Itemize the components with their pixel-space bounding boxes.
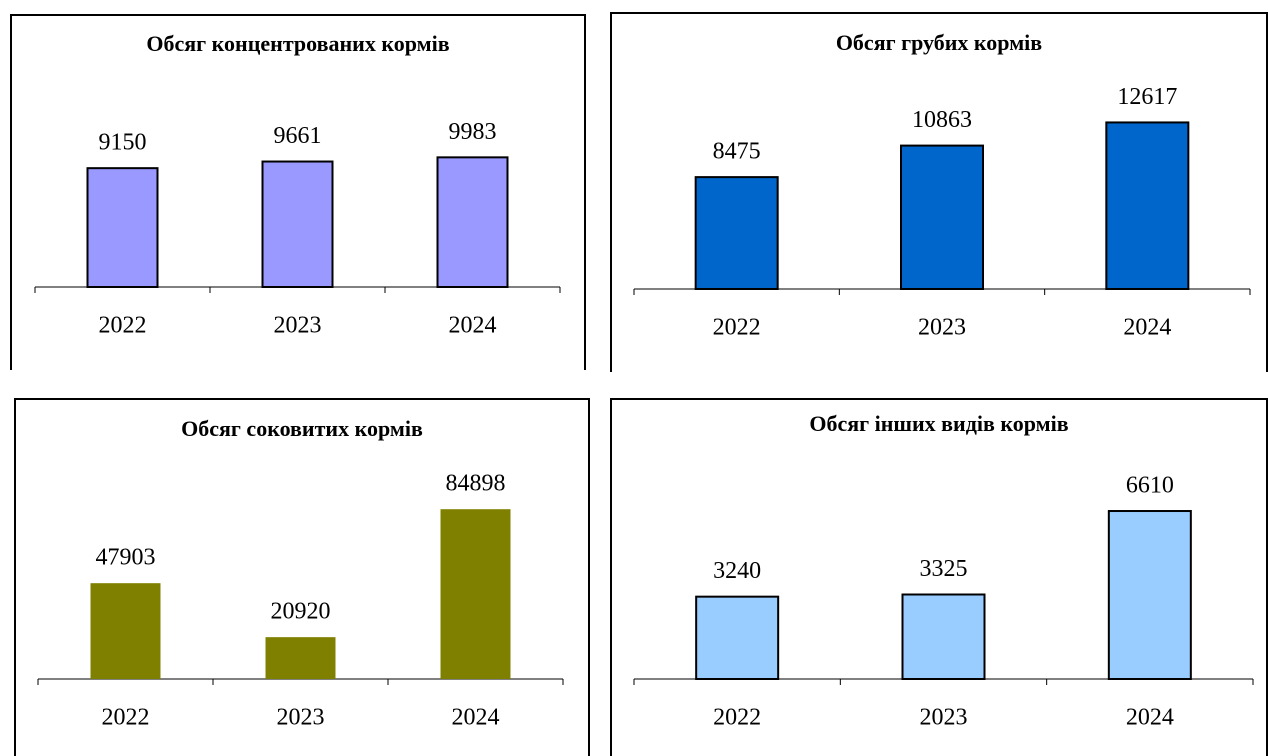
value-label: 9983 — [449, 119, 497, 145]
panel-border — [610, 398, 1268, 756]
x-tick-label: 2024 — [1126, 705, 1174, 731]
x-tick-label: 2024 — [452, 705, 500, 731]
x-tick-label: 2023 — [277, 705, 325, 731]
bar — [694, 176, 779, 290]
bar — [695, 595, 780, 680]
value-label: 47903 — [96, 545, 156, 571]
bar — [265, 637, 336, 679]
value-label: 10863 — [912, 107, 972, 133]
x-tick-label: 2022 — [102, 705, 150, 731]
chart-panel: Обсяг грубих кормів 8475 2022 10863 2023 1261… — [610, 12, 1268, 372]
chart-title: Обсяг інших видів кормів — [809, 411, 1068, 436]
x-tick-label: 2022 — [99, 313, 147, 339]
chart-panel: Обсяг концентрованих кормів 9150 2022 9661 2… — [10, 14, 586, 370]
bar — [1107, 510, 1192, 681]
bar — [436, 156, 509, 288]
chart-title: Обсяг грубих кормів — [836, 30, 1042, 55]
value-label: 84898 — [446, 471, 506, 497]
chart-title: Обсяг соковитих кормів — [181, 416, 423, 441]
chart-panel: Обсяг соковитих кормів 47903 2022 20920 2023… — [14, 398, 590, 756]
value-label: 3240 — [713, 558, 761, 584]
bar — [900, 144, 984, 290]
x-tick-label: 2023 — [920, 705, 968, 731]
x-tick-label: 2022 — [713, 315, 761, 341]
bar — [86, 167, 159, 289]
value-label: 20920 — [271, 599, 331, 625]
value-label: 6610 — [1126, 473, 1174, 499]
x-tick-label: 2024 — [449, 313, 497, 339]
value-label: 8475 — [713, 139, 761, 165]
panel-border — [10, 14, 586, 370]
bar — [901, 593, 986, 680]
panel-border — [14, 398, 590, 756]
x-tick-label: 2022 — [713, 705, 761, 731]
x-tick-label: 2023 — [918, 315, 966, 341]
x-tick-label: 2024 — [1123, 315, 1171, 341]
chart-title: Обсяг концентрованих кормів — [146, 31, 449, 56]
bar — [440, 509, 511, 679]
chart-panel: Обсяг інших видів кормів 3240 2022 3325 2023… — [610, 398, 1268, 756]
value-label: 12617 — [1117, 84, 1177, 110]
value-label: 9661 — [274, 123, 322, 149]
bar — [1105, 121, 1190, 290]
value-label: 9150 — [99, 130, 147, 156]
bar — [261, 160, 334, 288]
panel-border — [610, 12, 1268, 372]
x-tick-label: 2023 — [274, 313, 322, 339]
bar — [90, 583, 161, 679]
value-label: 3325 — [920, 556, 968, 582]
